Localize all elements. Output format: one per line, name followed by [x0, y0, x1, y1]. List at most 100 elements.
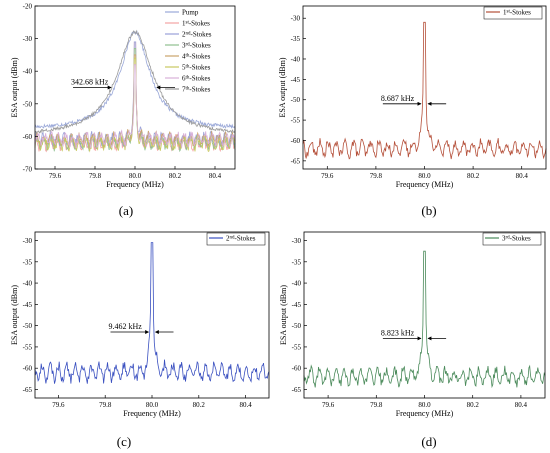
chart-a-svg: 79.6 79.8 80.0 80.2 80.4 -70 -60 -50 -40 -30 -20 Fr… [10, 3, 236, 189]
legend-label: 4th-Stokes [182, 53, 211, 61]
x-axis-title: Frequency (MHz) [396, 180, 454, 189]
series-line-7 [34, 64, 236, 149]
y-tick-label: -50 [291, 96, 301, 104]
x-axis-title: Frequency (MHz) [396, 409, 454, 418]
plot-series-group [303, 250, 546, 389]
y-axis-title: ESA output (dBm) [278, 57, 287, 117]
legend-label: 5th-Stokes [182, 64, 211, 72]
legend: 3rd-Stokes [482, 232, 542, 246]
x-tick-label: 80.0 [129, 172, 142, 180]
chart-c-svg: 79.6 79.8 80.0 80.2 80.4 -65 -60 -55 -50 -45 -40 -3… [10, 231, 270, 418]
y-tick-label: -30 [292, 237, 302, 245]
legend-label: 7th-Stokes [182, 86, 211, 94]
y-tick-label: -60 [23, 365, 33, 373]
linewidth-annotation: 342.68 kHz [71, 78, 175, 90]
chart-panel-d: 79.6 79.8 80.0 80.2 80.4 -65 -60 -55 -50 -45 -40 -3… [275, 226, 550, 453]
y-tick-label: -65 [292, 386, 302, 394]
x-tick-label: 80.4 [516, 172, 529, 180]
plot-series-group [302, 21, 547, 160]
y-tick-label: -40 [23, 280, 33, 288]
y-tick-label: -35 [292, 258, 302, 266]
x-tick-label: 79.6 [49, 172, 62, 180]
plot-frame [303, 231, 546, 399]
y-tick-label: -65 [23, 386, 33, 394]
x-tick-label: 79.8 [99, 401, 112, 409]
y-tick-label: -50 [23, 100, 33, 108]
y-tick-label: -35 [23, 258, 33, 266]
x-tick-label: 80.4 [209, 172, 222, 180]
legend: 1st-Stokes [483, 6, 543, 20]
legend-label: 6th-Stokes [182, 75, 211, 83]
x-tick-label: 79.6 [52, 401, 65, 409]
y-axis-title: ESA output (dBm) [10, 285, 19, 345]
x-tick-label: 80.2 [467, 401, 480, 409]
legend-label: 1st-Stokes [182, 20, 210, 28]
x-tick-label: 80.0 [146, 401, 159, 409]
y-tick-label: -45 [291, 76, 301, 84]
caption-b: (b) [421, 203, 437, 218]
y-tick-label: -45 [23, 301, 33, 309]
plot-frame [302, 5, 547, 170]
x-tick-label: 79.6 [321, 172, 334, 180]
y-tick-label: -70 [23, 166, 33, 174]
y-tick-label: -65 [291, 157, 301, 165]
x-tick-label: 80.0 [418, 172, 431, 180]
legend-box [206, 232, 266, 246]
y-tick-label: -60 [23, 133, 33, 141]
legend-box [482, 232, 542, 246]
x-tick-label: 79.8 [370, 172, 383, 180]
legend: Pump 1st-Stokes 2nd-Stokes 3rd-Stokes 4th-St… [165, 9, 212, 94]
x-tick-label: 80.4 [515, 401, 528, 409]
plot-frame [34, 231, 270, 399]
caption-a: (a) [118, 203, 134, 218]
series-line-6 [34, 57, 236, 153]
linewidth-label: 8.687 kHz [381, 94, 415, 103]
series-line-1 [303, 250, 546, 389]
chart-panel-a: 79.6 79.8 80.0 80.2 80.4 -70 -60 -50 -40 -30 -20 Fr… [0, 0, 275, 226]
y-tick-label: -50 [23, 322, 33, 330]
caption-c: (c) [116, 434, 132, 449]
linewidth-annotation: 9.462 kHz [108, 322, 174, 335]
y-tick-label: -55 [291, 117, 301, 125]
y-axis-title: ESA output (dBm) [279, 285, 288, 345]
x-tick-label: 80.4 [239, 401, 252, 409]
x-tick-label: 80.2 [193, 401, 206, 409]
plot-series-group [34, 29, 236, 153]
y-tick-label: -30 [23, 35, 33, 43]
y-tick-label: -50 [292, 322, 302, 330]
chart-b-svg: 79.6 79.8 80.0 80.2 80.4 -65 -60 -55 -50 -45 -40 -3… [278, 5, 547, 189]
x-axis-title: Frequency (MHz) [123, 409, 181, 418]
y-tick-label: -60 [291, 137, 301, 145]
y-tick-label: -30 [23, 237, 33, 245]
caption-d: (d) [421, 434, 437, 449]
x-axis-title: Frequency (MHz) [106, 180, 164, 189]
y-tick-label: -60 [292, 365, 302, 373]
x-tick-label: 80.2 [467, 172, 480, 180]
y-tick-label: -40 [23, 68, 33, 76]
legend: 2nd-Stokes [206, 232, 266, 246]
linewidth-label: 9.462 kHz [108, 322, 142, 331]
series-line-8 [34, 29, 236, 135]
series-line-1 [34, 242, 270, 384]
legend-label: Pump [182, 9, 199, 17]
legend-label: 2nd-Stokes [226, 235, 256, 243]
y-tick-label: -30 [291, 15, 301, 23]
linewidth-annotation: 8.823 kHz [381, 328, 447, 341]
y-tick-label: -45 [292, 301, 302, 309]
y-tick-label: -55 [23, 343, 33, 351]
x-tick-label: 79.8 [89, 172, 102, 180]
series-line-5 [34, 54, 236, 150]
linewidth-label: 342.68 kHz [71, 78, 109, 87]
legend-label: 3rd-Stokes [502, 235, 531, 243]
series-line-1 [302, 21, 547, 160]
chart-panel-c: 79.6 79.8 80.0 80.2 80.4 -65 -60 -55 -50 -45 -40 -3… [0, 226, 275, 453]
series-line-1 [34, 30, 236, 129]
legend-box [483, 6, 543, 20]
y-tick-label: -55 [292, 343, 302, 351]
x-tick-label: 79.8 [370, 401, 383, 409]
y-axis-title: ESA output (dBm) [10, 57, 19, 117]
linewidth-annotation: 8.687 kHz [381, 94, 447, 106]
x-tick-label: 79.6 [322, 401, 335, 409]
y-tick-label: -35 [291, 35, 301, 43]
x-tick-label: 80.0 [418, 401, 431, 409]
